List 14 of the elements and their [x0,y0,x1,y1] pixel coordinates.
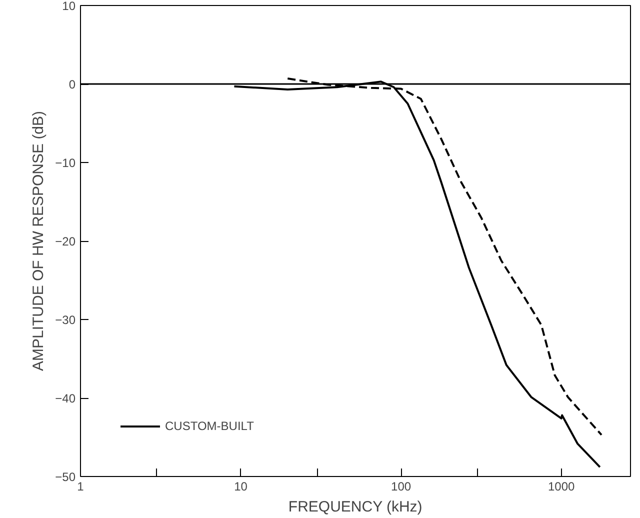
y-tick-label: −50 [55,470,76,484]
x-tick-label: 100 [391,480,412,494]
y-axis-title: AMPLITUDE OF HW RESPONSE (dB) [30,110,48,372]
y-tick-label: −10 [55,156,76,170]
legend-label: CUSTOM-BUILT [165,419,254,433]
x-tick-label: 1 [77,480,84,494]
x-axis-title: FREQUENCY (kHz) [288,498,422,516]
y-tick-label: −20 [55,234,76,248]
y-tick-label: −40 [55,392,76,406]
y-tick-label: 0 [68,78,76,92]
x-tick-label: 1000 [548,480,576,494]
y-tick-label: 10 [62,0,76,13]
y-tick-label: −30 [55,313,76,327]
x-tick-label: 10 [234,480,248,494]
